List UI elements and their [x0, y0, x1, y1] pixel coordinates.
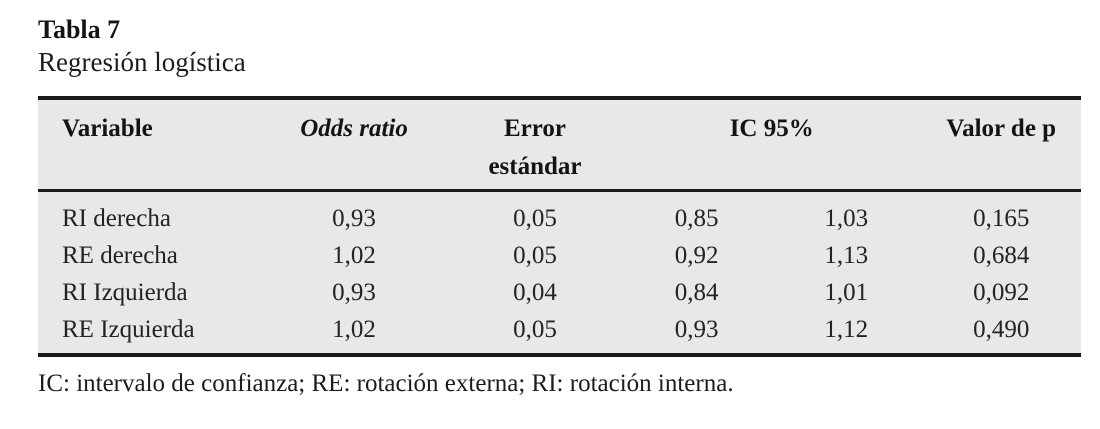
cell-odds-ratio: 1,02 — [332, 316, 376, 343]
cell-ic-high: 1,13 — [824, 242, 869, 269]
table-number: Tabla 7 — [38, 15, 121, 44]
column-header-odds-ratio: Odds ratio — [300, 115, 408, 142]
cell-variable: RI Izquierda — [62, 279, 188, 306]
cell-variable: RI derecha — [62, 205, 171, 232]
table-header: Variable Odds ratio Error estándar IC 95… — [38, 98, 1081, 191]
cell-odds-ratio: 0,93 — [332, 279, 376, 306]
logistic-regression-table: Variable Odds ratio Error estándar IC 95… — [38, 96, 1081, 357]
table-row: RI Izquierda 0,93 0,04 0,84 1,01 0,092 — [38, 274, 1081, 311]
cell-odds-ratio: 0,93 — [332, 205, 376, 232]
column-header-ic95: IC 95% — [729, 115, 814, 142]
cell-p-value: 0,092 — [973, 279, 1030, 306]
cell-std-error: 0,04 — [513, 279, 557, 306]
cell-ic-high: 1,12 — [824, 316, 869, 343]
cell-ic-high: 1,01 — [824, 279, 869, 306]
cell-p-value: 0,684 — [973, 242, 1030, 269]
cell-p-value: 0,490 — [973, 316, 1030, 343]
cell-ic-low: 0,85 — [674, 205, 719, 232]
table-row: RE Izquierda 1,02 0,05 0,93 1,12 0,490 — [38, 311, 1081, 355]
cell-ic-low: 0,84 — [674, 279, 719, 306]
cell-variable: RE Izquierda — [62, 316, 195, 343]
table-body: RI derecha 0,93 0,05 0,85 1,03 0,165 RE … — [38, 191, 1081, 356]
cell-std-error: 0,05 — [513, 242, 557, 269]
table-row: RE derecha 1,02 0,05 0,92 1,13 0,684 — [38, 237, 1081, 274]
cell-p-value: 0,165 — [973, 205, 1030, 232]
header-row: Variable Odds ratio Error estándar IC 95… — [38, 98, 1081, 191]
column-header-p-value: Valor de p — [946, 115, 1057, 142]
column-header-std-error: Error estándar — [488, 115, 582, 180]
cell-std-error: 0,05 — [513, 316, 557, 343]
table-row: RI derecha 0,93 0,05 0,85 1,03 0,165 — [38, 191, 1081, 238]
column-header-variable: Variable — [62, 115, 153, 142]
cell-ic-high: 1,03 — [824, 205, 869, 232]
table-title: Regresión logística — [38, 47, 246, 77]
table-footnote: IC: intervalo de confianza; RE: rotación… — [38, 370, 734, 397]
cell-ic-low: 0,93 — [674, 316, 719, 343]
cell-variable: RE derecha — [62, 242, 178, 269]
cell-ic-low: 0,92 — [674, 242, 719, 269]
cell-std-error: 0,05 — [513, 205, 557, 232]
table-caption: Tabla 7 Regresión logística — [38, 14, 246, 79]
cell-odds-ratio: 1,02 — [332, 242, 376, 269]
